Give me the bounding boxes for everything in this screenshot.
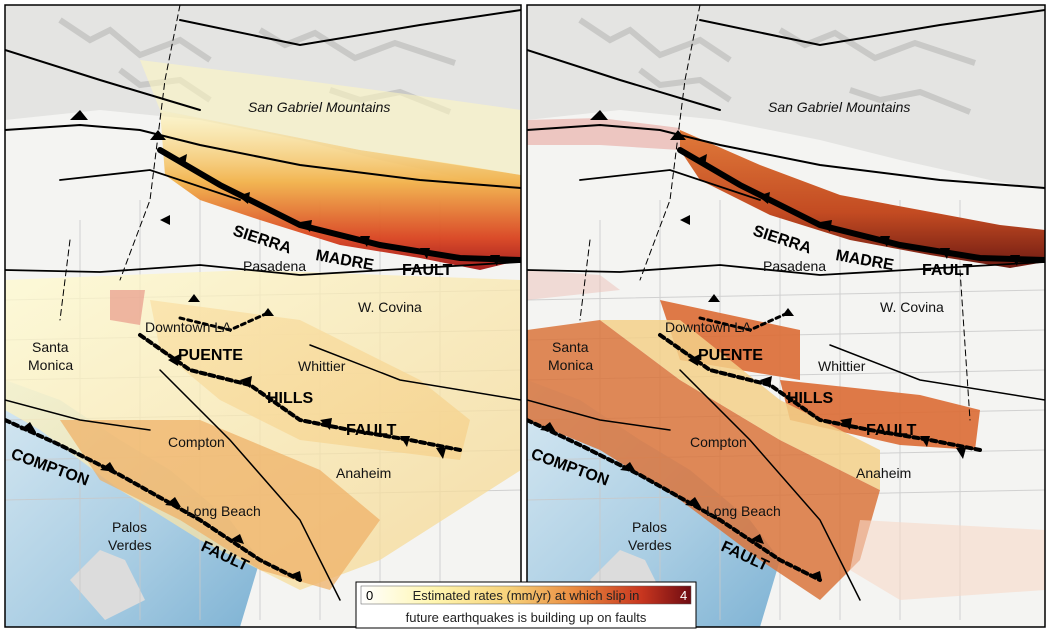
label-anaheim: Anaheim [336,465,391,481]
label-long-beach: Long Beach [706,503,781,519]
right-panel: San Gabriel Mountains Pasadena W. Covina… [527,5,1045,627]
label-w-covina: W. Covina [358,299,422,315]
legend-max: 4 [680,588,687,603]
label-w-covina: W. Covina [880,299,944,315]
legend-title-line1: Estimated rates (mm/yr) at which slip in [413,588,640,603]
legend: 0 4 Estimated rates (mm/yr) at which sli… [355,581,697,629]
fault-hills: HILLS [267,390,314,407]
label-monica: Monica [548,357,593,373]
label-mountains: San Gabriel Mountains [248,99,390,115]
label-palos: Palos [112,519,147,535]
left-panel: San Gabriel Mountains Pasadena W. Covina… [5,5,521,627]
label-santa: Santa [32,339,69,355]
fault-ph-label: FAULT [866,422,917,439]
label-verdes: Verdes [108,537,152,553]
label-compton: Compton [690,434,747,450]
label-verdes: Verdes [628,537,672,553]
fault-ph-label: FAULT [346,422,397,439]
label-compton: Compton [168,434,225,450]
label-whittier: Whittier [818,358,866,374]
fault-hills: HILLS [787,390,834,407]
fault-puente: PUENTE [178,347,243,364]
label-santa: Santa [552,339,589,355]
fault-puente: PUENTE [698,347,763,364]
label-pasadena: Pasadena [243,258,306,274]
label-mountains: San Gabriel Mountains [768,99,910,115]
fault-sm-label: FAULT [922,262,973,279]
legend-title-line2: future earthquakes is building up on fau… [406,610,647,625]
label-monica: Monica [28,357,73,373]
label-anaheim: Anaheim [856,465,911,481]
label-pasadena: Pasadena [763,258,826,274]
legend-min: 0 [366,588,373,603]
fault-sm-label: FAULT [402,262,453,279]
label-long-beach: Long Beach [186,503,261,519]
label-downtown: Downtown LA [145,319,232,335]
label-palos: Palos [632,519,667,535]
label-downtown: Downtown LA [665,319,752,335]
legend-colorbar [360,585,692,605]
label-whittier: Whittier [298,358,346,374]
